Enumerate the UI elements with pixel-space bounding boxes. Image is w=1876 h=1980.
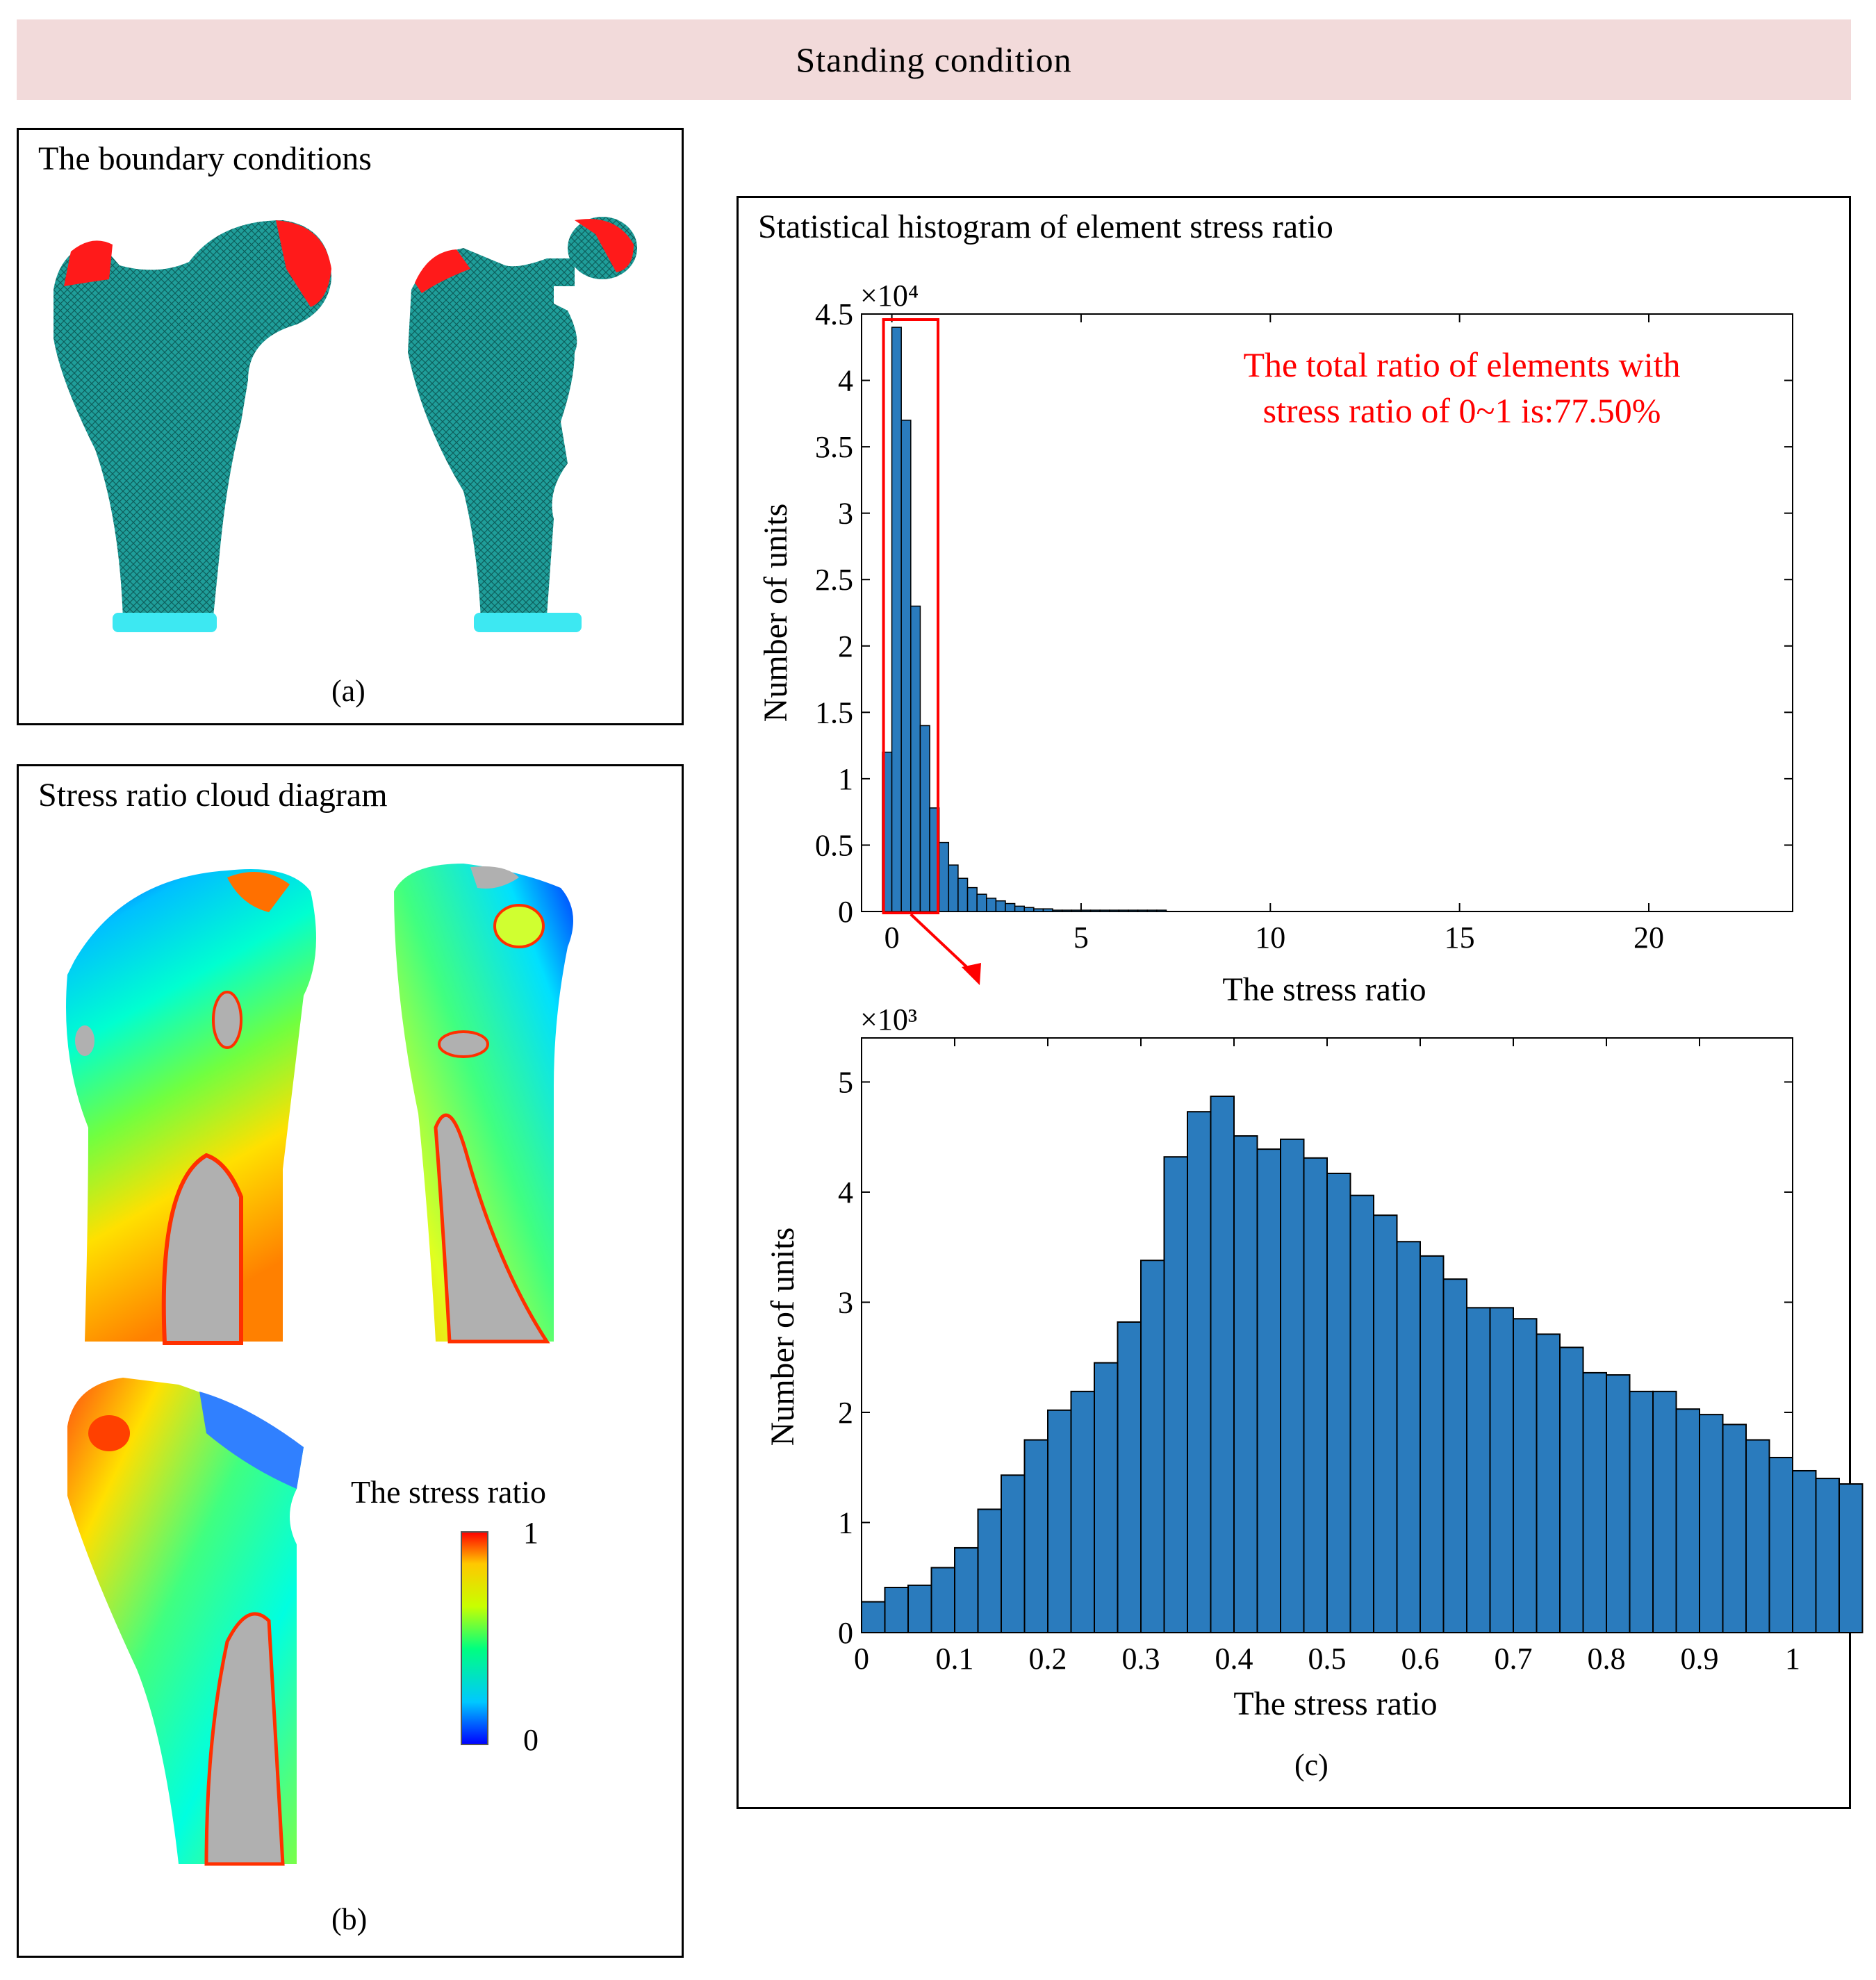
femur-front-view (54, 220, 331, 632)
panel-b-title: Stress ratio cloud diagram (38, 777, 388, 814)
page-title: Standing condition (796, 40, 1072, 79)
panel-histogram: Statistical histogram of element stress … (737, 196, 1851, 1809)
panel-a-label: (a) (331, 674, 365, 708)
panel-c-title: Statistical histogram of element stress … (758, 208, 1333, 245)
panel-b-label: (b) (331, 1902, 368, 1936)
femur-side-view (408, 217, 637, 632)
stress-cloud-front (66, 869, 316, 1345)
panel-boundary-conditions: The boundary conditions (a) (17, 128, 684, 725)
colorbar-min-label: 0 (523, 1723, 538, 1757)
panel-a-title: The boundary conditions (38, 140, 372, 177)
femur-mesh-views (54, 217, 637, 632)
colorbar-max-label: 1 (523, 1516, 538, 1550)
stress-cloud-back (67, 1378, 304, 1866)
panel-stress-cloud: Stress ratio cloud diagram (17, 764, 684, 1958)
colorbar-title: The stress ratio (351, 1474, 547, 1510)
stress-cloud-side (394, 864, 573, 1344)
stress-cloud-views (66, 864, 573, 1866)
header-banner: Standing condition (17, 19, 1851, 100)
panel-c-label: (c) (1294, 1748, 1328, 1782)
stress-colorbar (461, 1531, 488, 1745)
